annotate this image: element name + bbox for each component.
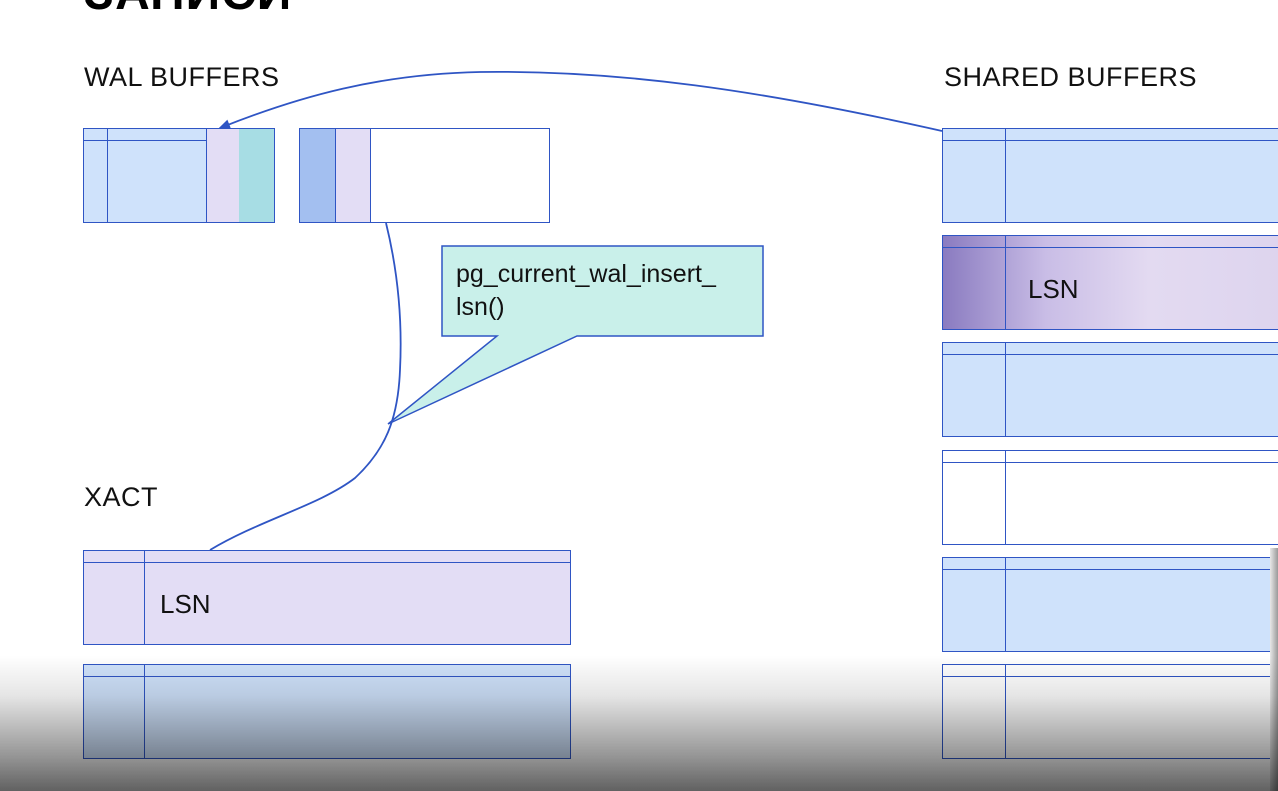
wal-buffer-page-1 — [83, 128, 275, 223]
xact-block-lsn: LSN — [83, 550, 571, 645]
wal-record-cyan — [239, 129, 274, 222]
callout-function-name: pg_current_wal_insert_ lsn() — [456, 260, 716, 321]
shared-buffer-5 — [942, 557, 1278, 652]
shared-lsn-label: LSN — [1028, 274, 1079, 304]
shared-buffer-lsn: LSN — [942, 235, 1278, 330]
shared-buffer-3 — [942, 342, 1278, 437]
insert-lsn-curve — [209, 222, 402, 551]
wal-buffers-label: WAL BUFFERS — [84, 62, 280, 92]
right-edge-strip — [1270, 548, 1278, 791]
wal-write-arrow — [218, 70, 943, 132]
xact-lsn-label: LSN — [160, 589, 211, 619]
wal-record-current — [336, 129, 371, 222]
callout-shape — [387, 245, 764, 425]
callout-text: pg_current_wal_insert_ lsn() — [456, 258, 756, 324]
shared-buffers-label: SHARED BUFFERS — [944, 62, 1198, 92]
shared-buffer-4 — [942, 450, 1278, 545]
slide-title: ЗАПИСИ — [84, 0, 292, 21]
wal-buffer-page-2 — [299, 128, 550, 223]
shared-buffer-1 — [942, 128, 1278, 223]
wal-record-blue — [300, 129, 336, 222]
xact-label: XACT — [84, 482, 159, 512]
